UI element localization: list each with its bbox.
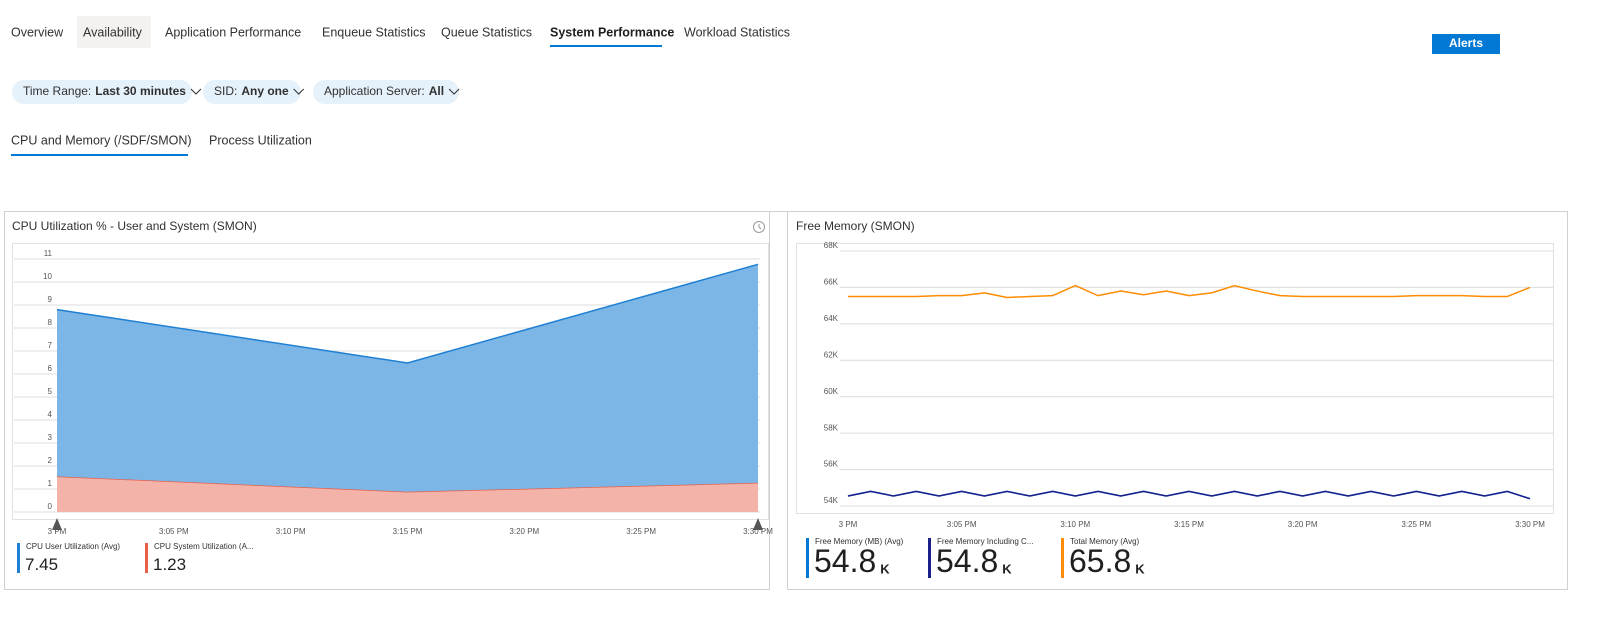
sub-tab[interactable]: CPU and Memory (/SDF/SMON): [11, 133, 192, 147]
legend-swatch[interactable]: [17, 543, 20, 573]
plot-border: [796, 243, 1554, 514]
y-tick-label: 66K: [824, 278, 839, 287]
nav-tab[interactable]: Queue Statistics: [441, 25, 532, 39]
y-tick-label: 54K: [824, 496, 839, 505]
sub-tab[interactable]: Process Utilization: [209, 133, 312, 147]
range-handle[interactable]: [753, 518, 763, 530]
plot-border: [12, 243, 769, 520]
chart-title: CPU Utilization % - User and System (SMO…: [12, 219, 257, 233]
area-edge: [56, 263, 759, 364]
filter-pill[interactable]: [313, 80, 459, 104]
panel-border: [787, 211, 1568, 590]
y-tick-label: 4: [48, 410, 53, 419]
filter-label[interactable]: Time Range:: [23, 84, 91, 98]
nav-tab[interactable]: Overview: [11, 25, 64, 39]
line: [847, 490, 1531, 500]
x-tick-label: 3:30 PM: [743, 527, 773, 536]
legend-swatch[interactable]: [928, 538, 931, 578]
y-tick-label: 64K: [824, 314, 839, 323]
x-tick-label: 3 PM: [48, 527, 67, 536]
chart-title: Free Memory (SMON): [796, 219, 915, 233]
line: [847, 490, 1531, 500]
legend-swatch[interactable]: [1061, 538, 1064, 578]
y-tick-label: 0: [48, 502, 53, 511]
legend-summary[interactable]: 65.8: [1069, 543, 1131, 579]
filter-pill[interactable]: [203, 80, 301, 104]
legend-name[interactable]: Free Memory (MB) (Avg): [815, 537, 904, 546]
legend-summary[interactable]: 7.45: [25, 555, 58, 574]
chevron[interactable]: [293, 88, 305, 95]
nav-tab[interactable]: System Performance: [550, 25, 674, 39]
x-tick-label: 3:15 PM: [393, 527, 423, 536]
y-tick-label: 8: [48, 318, 53, 327]
chevron[interactable]: [190, 88, 202, 95]
legend-summary[interactable]: 54.8: [814, 543, 876, 579]
x-tick-label: 3:20 PM: [509, 527, 539, 536]
y-tick-label: 56K: [824, 460, 839, 469]
x-tick-label: 3:25 PM: [626, 527, 656, 536]
x-tick-label: 3 PM: [839, 520, 858, 529]
filter-label[interactable]: SID:: [214, 84, 237, 98]
x-tick-label: 3:10 PM: [1060, 520, 1090, 529]
filter-label[interactable]: Application Server:: [324, 84, 425, 98]
y-tick-label: 68K: [824, 241, 839, 250]
filter-pill[interactable]: [12, 80, 192, 104]
y-tick-label: 11: [44, 249, 53, 258]
y-tick-label: 6: [48, 364, 53, 373]
y-tick-label: 58K: [824, 423, 839, 432]
legend-summary[interactable]: 54.8: [936, 543, 998, 579]
nav-tab[interactable]: Enqueue Statistics: [322, 25, 426, 39]
y-tick-label: 10: [43, 272, 52, 281]
nav-tab[interactable]: Application Performance: [165, 25, 301, 39]
history-icon[interactable]: [753, 221, 765, 233]
x-tick-label: 3:05 PM: [947, 520, 977, 529]
legend-summary-unit[interactable]: K: [880, 561, 890, 576]
area: [57, 476, 758, 512]
y-tick-label: 60K: [824, 387, 839, 396]
legend-summary[interactable]: 1.23: [153, 555, 186, 574]
legend-name[interactable]: CPU User Utilization (Avg): [26, 542, 120, 551]
y-tick-label: 2: [48, 456, 53, 465]
y-tick-label: 9: [48, 295, 53, 304]
line: [848, 284, 1531, 299]
y-tick-label: 3: [48, 433, 53, 442]
legend-summary-unit[interactable]: K: [1002, 561, 1012, 576]
filter-value[interactable]: Last 30 minutes: [95, 84, 186, 98]
legend-swatch[interactable]: [145, 543, 148, 573]
x-tick-label: 3:20 PM: [1288, 520, 1318, 529]
nav-tab[interactable]: Availability: [83, 25, 143, 39]
y-tick-label: 62K: [824, 350, 839, 359]
legend-name[interactable]: CPU System Utilization (A...: [154, 542, 254, 551]
active-subtab-underline: [11, 154, 188, 156]
alerts-label[interactable]: Alerts: [1449, 36, 1483, 50]
legend-summary-unit[interactable]: K: [1135, 561, 1145, 576]
x-tick-label: 3:25 PM: [1401, 520, 1431, 529]
chevron[interactable]: [448, 88, 460, 95]
legend-swatch[interactable]: [806, 538, 809, 578]
y-tick-label: 1: [48, 479, 53, 488]
x-tick-label: 3:15 PM: [1174, 520, 1204, 529]
panel-border: [4, 211, 770, 590]
filter-value[interactable]: Any one: [241, 84, 289, 98]
x-tick-label: 3:05 PM: [159, 527, 189, 536]
y-tick-label: 7: [48, 341, 53, 350]
filter-value[interactable]: All: [429, 84, 444, 98]
area: [57, 264, 758, 492]
range-handle[interactable]: [52, 518, 62, 530]
active-tab-underline: [550, 45, 662, 47]
legend-name[interactable]: Total Memory (Avg): [1070, 537, 1140, 546]
nav-tab[interactable]: Workload Statistics: [684, 25, 790, 39]
x-tick-label: 3:10 PM: [276, 527, 306, 536]
y-tick-label: 5: [48, 387, 53, 396]
x-tick-label: 3:30 PM: [1515, 520, 1545, 529]
legend-name[interactable]: Free Memory Including C...: [937, 537, 1033, 546]
tab-hover-bg: [77, 16, 151, 48]
alerts-button[interactable]: [1432, 34, 1500, 54]
